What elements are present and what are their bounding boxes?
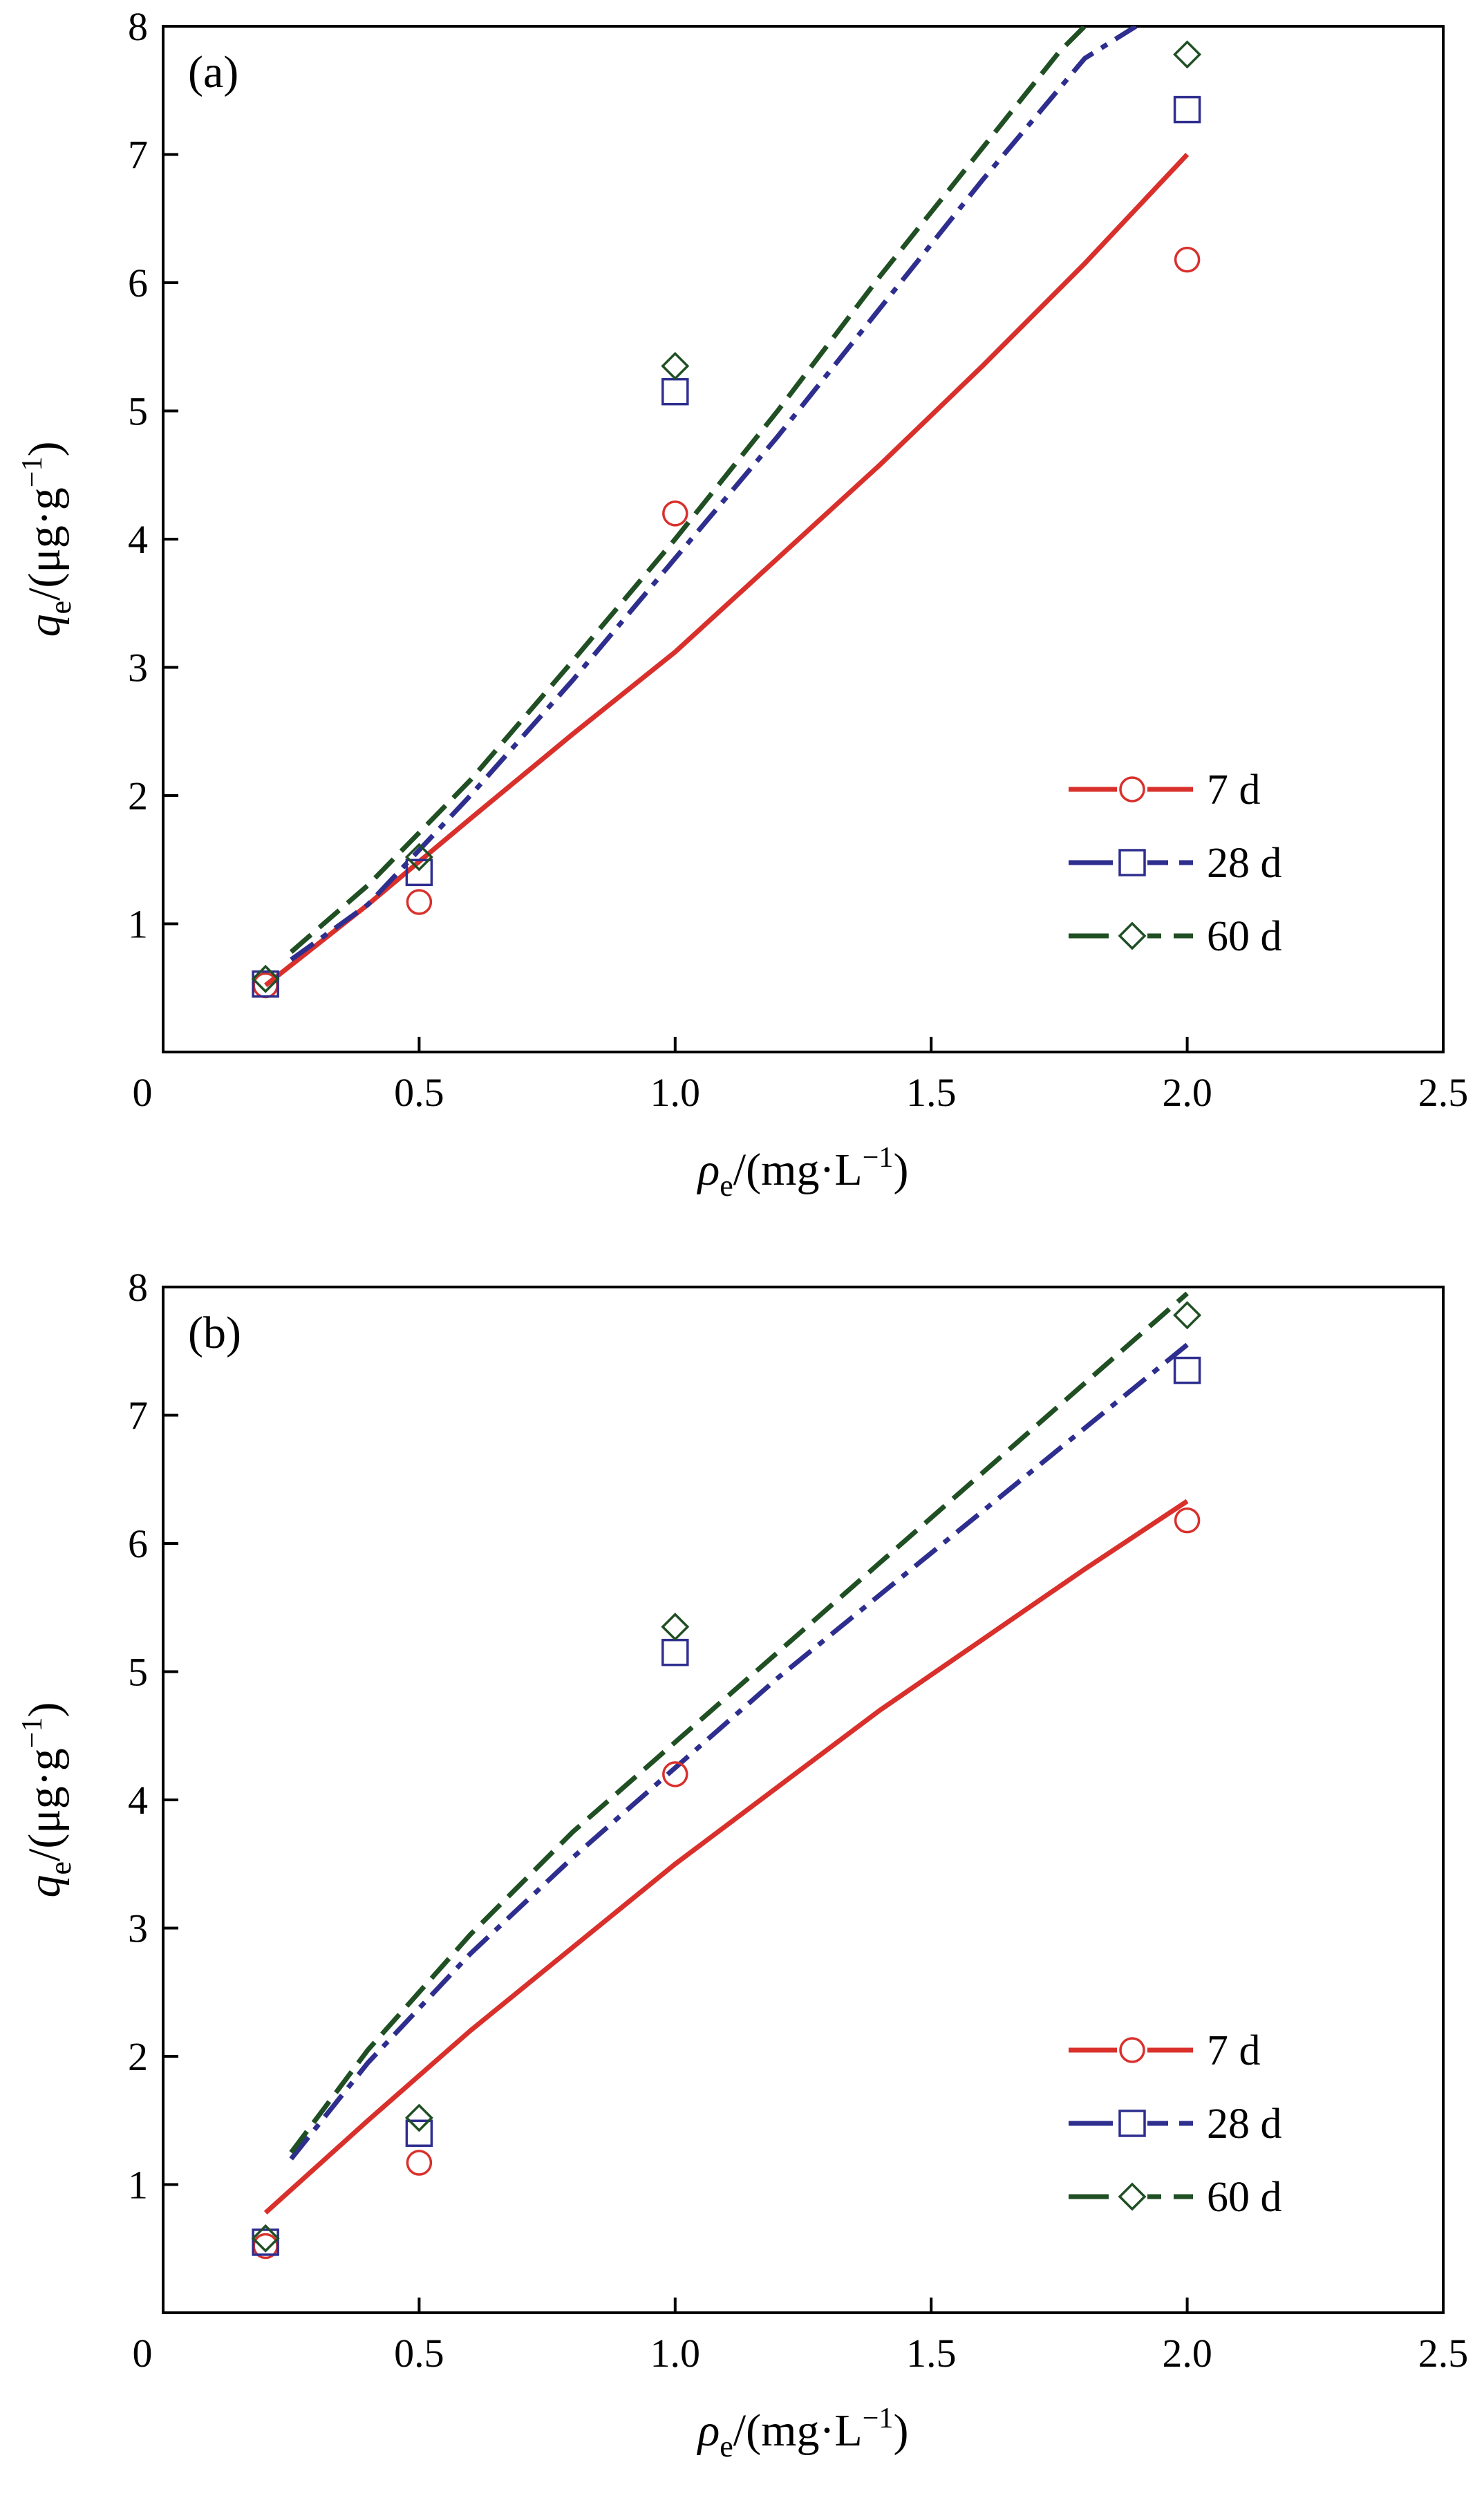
data-point-60d <box>404 843 433 872</box>
y-tick-label: 8 <box>128 4 148 49</box>
y-tick-label: 4 <box>128 517 148 562</box>
y-tick-label: 5 <box>128 1650 148 1695</box>
legend-marker <box>1118 2110 1146 2137</box>
y-tick-label: 1 <box>128 2163 148 2208</box>
legend-label: 60 d <box>1207 913 1282 960</box>
fit-line-60d <box>289 1291 1189 2154</box>
legend-label: 28 d <box>1207 2101 1282 2148</box>
y-tick-label: 7 <box>128 1393 148 1438</box>
panel-b: 0 0.5 1.0 1.5 2.0 2.5 1 2 3 4 5 6 7 8 ρe/(mg·L−1) qe/(μ… <box>17 1265 1468 2463</box>
data-point-60d <box>251 2224 280 2253</box>
data-point-60d <box>251 964 280 993</box>
fit-line-28d <box>289 1342 1189 2161</box>
fit-line-7d <box>263 1499 1189 2215</box>
data-point-60d <box>1173 1301 1202 1330</box>
y-axis-label: qe/(μg·g−1) <box>17 1702 77 1898</box>
legend-label: 7 d <box>1207 2027 1261 2074</box>
data-point-28d <box>252 970 279 998</box>
x-tick-label: 2.5 <box>1418 2331 1469 2376</box>
panel-label: (a) <box>188 47 238 97</box>
y-tick-label: 4 <box>128 1778 148 1823</box>
x-tick-label: 1.5 <box>906 1070 957 1115</box>
x-tick-label: 0 <box>133 2331 153 2376</box>
x-tick-label: 0.5 <box>394 1070 444 1115</box>
fit-line-7d <box>264 153 1190 988</box>
data-point-7d <box>1174 246 1201 273</box>
x-axis-label: ρe/(mg·L−1) <box>697 2403 909 2463</box>
data-point-7d <box>662 500 688 527</box>
data-point-28d <box>405 858 433 887</box>
legend-marker <box>1118 849 1146 876</box>
x-axis-label: ρe/(mg·L−1) <box>697 1142 909 1203</box>
legend-label: 7 d <box>1207 767 1261 814</box>
data-point-7d <box>406 2150 433 2176</box>
y-tick-label: 2 <box>128 773 148 818</box>
legend-marker <box>1118 921 1147 950</box>
data-point-60d <box>661 1613 690 1642</box>
fit-line-60d <box>289 26 1087 954</box>
y-tick-label: 6 <box>128 261 148 306</box>
y-tick-label: 2 <box>128 2034 148 2079</box>
y-tick-label: 3 <box>128 1906 148 1951</box>
x-tick-label: 0 <box>133 1070 153 1115</box>
y-axis-label: qe/(μg·g−1) <box>17 442 77 637</box>
data-point-60d <box>661 352 690 381</box>
fit-line-28d <box>290 26 1138 962</box>
x-tick-label: 2.0 <box>1162 1070 1212 1115</box>
y-tick-label: 8 <box>128 1265 148 1310</box>
panel-label: (b) <box>188 1308 241 1358</box>
data-point-28d <box>405 2119 433 2148</box>
x-tick-label: 1.5 <box>906 2331 957 2376</box>
legend-marker <box>1119 776 1145 802</box>
legend-label: 28 d <box>1207 840 1282 887</box>
data-point-28d <box>1173 95 1201 124</box>
x-tick-label: 2.5 <box>1418 1070 1469 1115</box>
legend-marker <box>1119 2037 1145 2063</box>
x-tick-label: 0.5 <box>394 2331 444 2376</box>
data-point-7d <box>662 1761 688 1787</box>
data-point-60d <box>404 2103 433 2132</box>
y-tick-label: 5 <box>128 389 148 434</box>
data-point-28d <box>1173 1356 1201 1384</box>
data-point-7d <box>1174 1507 1201 1534</box>
x-tick-label: 2.0 <box>1162 2331 1212 2376</box>
y-tick-label: 7 <box>128 133 148 178</box>
data-point-7d <box>406 889 433 915</box>
y-tick-label: 3 <box>128 646 148 691</box>
panel-a: 0 0.5 1.0 1.5 2.0 2.5 1 2 3 4 5 6 7 8 ρe/(mg·L−1) qe/(μ… <box>17 4 1468 1203</box>
data-point-28d <box>252 2228 279 2256</box>
data-point-60d <box>1173 40 1202 69</box>
legend-label: 60 d <box>1207 2174 1282 2221</box>
legend-marker <box>1118 2182 1147 2211</box>
y-tick-label: 6 <box>128 1521 148 1566</box>
x-tick-label: 1.0 <box>650 2331 701 2376</box>
x-tick-label: 1.0 <box>650 1070 701 1115</box>
y-tick-label: 1 <box>128 902 148 947</box>
